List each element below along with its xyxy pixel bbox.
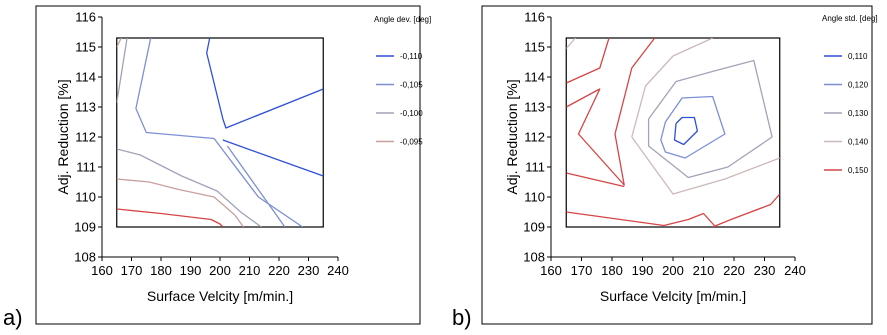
contour-line-0130	[647, 59, 773, 179]
contour-line-0140	[631, 38, 713, 138]
x-tick-label: 180	[601, 263, 623, 278]
legend-label: 0,130	[848, 109, 869, 118]
contour-lines	[566, 38, 780, 227]
contour-line-0110	[222, 139, 324, 177]
panel-tag: b)	[452, 305, 472, 330]
y-axis-label: Adj. Reduction [%]	[504, 79, 520, 194]
chart-panel-b: 160 170 180 190 200 210 220 230 240 108 109 110 111 1…	[452, 5, 878, 330]
legend-label: 0,150	[848, 166, 869, 175]
y-tick-label: 114	[75, 70, 96, 85]
legend-label: -0,095	[400, 138, 423, 147]
y-tick-label: 108	[74, 250, 96, 265]
legend-title: Angle dev. [deg]	[374, 15, 431, 24]
y-tick-label: 109	[523, 220, 545, 235]
x-tick-label: 240	[784, 263, 806, 278]
y-tick-label: 108	[523, 250, 545, 265]
data-region-box	[565, 37, 781, 228]
contour-line-0150	[566, 172, 625, 188]
legend: Angle dev. [deg] -0,110 -0,105 -0,100 -0,095	[374, 15, 431, 147]
contour-line-0110	[673, 116, 699, 146]
contour-line-0150	[566, 38, 610, 84]
x-tick-label: 160	[91, 263, 113, 278]
y-tick-label: 115	[524, 40, 545, 55]
contour-line-0150	[712, 193, 780, 227]
x-tick-label: 180	[150, 263, 172, 278]
y-tick-label: 114	[524, 70, 545, 85]
x-tick-label: 210	[693, 263, 715, 278]
x-tick-label: 220	[268, 263, 290, 278]
x-tick-label: 170	[121, 263, 143, 278]
contour-line-0095	[116, 38, 122, 48]
x-axis-label: Surface Velcity [m/min.]	[600, 288, 746, 304]
y-tick-label: 113	[524, 100, 545, 115]
panel-tag: a)	[3, 305, 23, 330]
contour-line-0100	[116, 38, 128, 103]
legend-label: 0,120	[848, 81, 869, 90]
outer-frame	[481, 5, 873, 325]
y-tick-label: 111	[76, 160, 96, 175]
x-tick-label: 230	[754, 263, 776, 278]
contour-line-0140	[631, 136, 780, 195]
y-tick-label: 116	[524, 10, 545, 25]
y-tick-label: 110	[75, 190, 96, 205]
y-tick-label: 115	[75, 40, 96, 55]
legend-label: -0,105	[400, 81, 423, 90]
x-tick-label: 220	[723, 263, 745, 278]
legend-label: -0,100	[400, 109, 423, 118]
contour-line-0105	[135, 38, 303, 227]
x-tick-label: 230	[298, 263, 320, 278]
x-tick-label: 200	[662, 263, 684, 278]
y-tick-label: 116	[75, 10, 96, 25]
y-tick-label: 110	[524, 190, 545, 205]
x-tick-label: 200	[209, 263, 231, 278]
contour-line-0120	[660, 95, 726, 159]
y-tick-label: 112	[524, 130, 545, 145]
legend-label: 0,110	[848, 52, 868, 61]
contour-line-0150	[566, 211, 717, 227]
y-axis-label: Adj. Reduction [%]	[55, 79, 71, 194]
x-tick-label: 170	[571, 263, 593, 278]
contour-lines	[116, 38, 324, 227]
contour-line-0140	[566, 38, 576, 49]
contour-line-0150	[566, 38, 656, 186]
outer-frame	[35, 5, 421, 325]
contour-line-0095	[116, 178, 245, 227]
y-tick-label: 109	[74, 220, 96, 235]
legend: Angle std. [deg] 0,110 0,120 0,130 0,140 0,15…	[822, 14, 878, 175]
contour-line-0110	[206, 38, 324, 129]
y-tick-label: 112	[75, 130, 96, 145]
y-tick-label: 111	[525, 160, 545, 175]
legend-label: 0,140	[848, 138, 869, 147]
x-tick-label: 190	[180, 263, 202, 278]
x-tick-label: 210	[239, 263, 261, 278]
legend-label: -0,110	[400, 52, 423, 61]
contour-line-unlabeled	[116, 208, 224, 227]
data-region-box	[116, 37, 324, 228]
legend-title: Angle std. [deg]	[822, 14, 878, 23]
chart-panel-a: 160 170 180 190 200 210 220 230 240 108 109 110 111 1…	[3, 5, 431, 330]
contour-line-0105	[226, 145, 286, 227]
x-tick-label: 160	[540, 263, 562, 278]
contour-line-0100	[116, 148, 262, 227]
x-tick-label: 190	[632, 263, 654, 278]
x-axis-label: Surface Velcity [m/min.]	[147, 288, 293, 304]
y-tick-label: 113	[75, 100, 96, 115]
x-tick-label: 240	[327, 263, 349, 278]
